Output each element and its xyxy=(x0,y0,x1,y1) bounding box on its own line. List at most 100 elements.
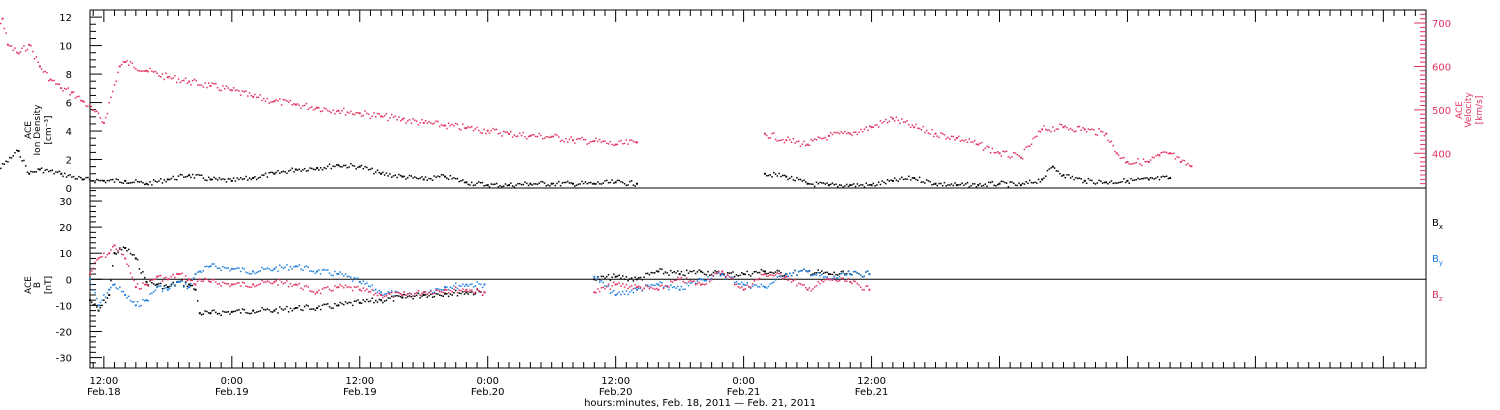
bx-dot xyxy=(739,274,741,277)
velocity-dot xyxy=(488,132,491,134)
density-dot xyxy=(351,164,354,167)
bz-dot xyxy=(234,283,237,285)
density-dot xyxy=(874,185,876,187)
by-dot xyxy=(353,277,356,279)
density-dot xyxy=(469,184,471,186)
density-dot xyxy=(305,170,308,172)
density-dot xyxy=(1135,178,1138,181)
velocity-dot xyxy=(454,122,457,125)
bx-dot xyxy=(463,293,466,295)
density-dot xyxy=(767,174,770,177)
by-dot xyxy=(99,301,102,304)
by-dot xyxy=(632,291,635,294)
velocity-dot xyxy=(851,134,853,137)
by-dot xyxy=(623,293,626,295)
density-dot xyxy=(323,167,325,169)
velocity-dot xyxy=(861,130,864,133)
velocity-dot xyxy=(904,121,907,123)
bz-point xyxy=(868,288,871,291)
density-dot xyxy=(1028,179,1031,182)
by-dot xyxy=(431,292,434,294)
density-dot xyxy=(844,185,846,187)
density-dot xyxy=(67,174,70,177)
density-dot xyxy=(462,179,464,181)
density-point xyxy=(998,182,1001,185)
by-dot xyxy=(110,286,112,289)
bz-dot xyxy=(652,287,654,290)
bz-dot xyxy=(396,291,398,294)
velocity-dot xyxy=(776,140,779,142)
velocity-dot xyxy=(440,123,443,126)
density-dot xyxy=(190,176,192,179)
bz-dot xyxy=(778,272,780,275)
bz-dot xyxy=(143,283,146,286)
velocity-series xyxy=(0,17,1193,168)
bx-dot xyxy=(245,311,247,314)
bz-dot xyxy=(781,278,784,280)
density-dot xyxy=(980,185,983,187)
velocity-dot xyxy=(797,140,800,143)
bottom-left-tick-label: -30 xyxy=(56,354,72,365)
density-dot xyxy=(545,185,548,187)
by-dot xyxy=(103,294,105,296)
velocity-dot xyxy=(245,90,247,92)
bottom-panel-frame xyxy=(89,187,1427,369)
density-dot xyxy=(435,176,437,179)
density-dot xyxy=(1012,182,1015,185)
by-dot xyxy=(801,269,803,272)
velocity-dot xyxy=(1114,150,1116,153)
velocity-dot xyxy=(467,126,469,128)
density-dot xyxy=(812,183,814,185)
density-dot xyxy=(1064,176,1067,179)
density-dot xyxy=(314,168,317,171)
velocity-dot xyxy=(355,112,357,114)
bx-dot xyxy=(303,305,306,308)
bz-dot xyxy=(611,285,613,287)
density-dot xyxy=(1133,179,1136,181)
density-dot xyxy=(254,176,256,178)
top-right-tick-label: 600 xyxy=(1432,62,1451,73)
bz-dot xyxy=(613,281,615,284)
by-dot xyxy=(378,289,381,292)
velocity-dot xyxy=(85,105,87,107)
density-dot xyxy=(933,183,935,185)
velocity-dot xyxy=(982,149,985,151)
bx-dot xyxy=(710,273,713,276)
by-dot xyxy=(255,271,258,274)
bx-dot xyxy=(424,294,427,296)
bz-dot xyxy=(373,294,375,296)
bz-dot xyxy=(438,290,441,293)
by-dot xyxy=(232,268,235,270)
top-left-tick-label: 4 xyxy=(66,127,72,138)
by-dot xyxy=(685,282,688,285)
density-dot xyxy=(126,182,128,185)
density-dot xyxy=(959,183,962,186)
x-tick-label-date: Feb.21 xyxy=(855,387,889,398)
velocity-point xyxy=(1169,152,1172,155)
by-dot xyxy=(298,264,301,266)
velocity-point xyxy=(17,52,20,55)
velocity-dot xyxy=(460,129,462,131)
by-dot xyxy=(826,276,828,278)
velocity-dot xyxy=(1089,128,1091,131)
velocity-dot xyxy=(1101,130,1104,133)
density-dot xyxy=(367,168,370,171)
velocity-dot xyxy=(406,120,409,122)
bz-dot xyxy=(749,286,752,289)
velocity-dot xyxy=(808,144,811,147)
density-dot xyxy=(311,167,313,170)
velocity-point xyxy=(977,143,980,146)
velocity-dot xyxy=(1121,157,1123,159)
bz-dot xyxy=(435,289,437,292)
density-dot xyxy=(94,181,96,184)
bx-dot xyxy=(305,304,308,306)
density-dot xyxy=(922,181,924,183)
bx-dot xyxy=(675,272,677,274)
bx-dot xyxy=(220,314,222,317)
velocity-point xyxy=(1126,160,1129,163)
velocity-dot xyxy=(414,119,416,122)
velocity-dot xyxy=(840,131,843,133)
velocity-dot xyxy=(492,127,494,130)
velocity-dot xyxy=(364,110,366,112)
bx-dot xyxy=(284,308,286,310)
